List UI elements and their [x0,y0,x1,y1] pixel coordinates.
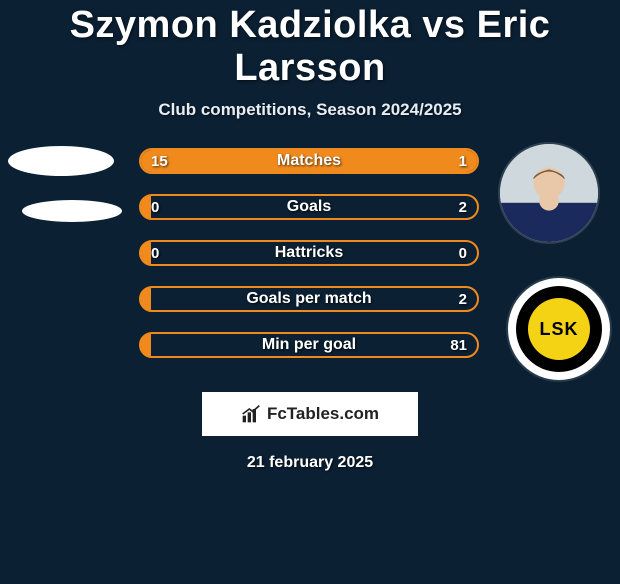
stat-bar: 0 Hattricks 0 [139,240,479,266]
brand-box: FcTables.com [202,392,418,436]
club-badge-ring: LSK [516,286,602,372]
stat-bar-fill [141,334,151,356]
stat-bar-fill [141,288,151,310]
page-title: Szymon Kadziolka vs Eric Larsson [0,4,620,90]
stat-bar-fill [141,196,151,218]
generated-date: 21 february 2025 [0,454,620,472]
club-badge-core: LSK [528,298,590,360]
stat-label: Min per goal [262,336,356,354]
avatar-illustration [500,144,598,242]
stat-bar-list: 15 Matches 1 0 Goals 2 0 Hattricks 0 Goals per ma… [139,148,479,378]
chart-icon [241,404,261,424]
right-player-avatar [500,144,598,242]
comparison-stage: LSK 15 Matches 1 0 Goals 2 0 Hattricks 0 Goals pe… [0,138,620,398]
stat-right-value: 81 [450,337,467,354]
stat-bar: 0 Goals 2 [139,194,479,220]
stat-label: Hattricks [275,244,343,262]
brand-text: FcTables.com [267,404,379,424]
stat-label: Goals per match [246,290,371,308]
stat-right-value: 1 [459,153,467,170]
stat-left-value: 0 [151,199,159,216]
left-player-placeholder [8,146,114,176]
stat-left-value: 0 [151,245,159,262]
stat-bar: Goals per match 2 [139,286,479,312]
stat-bar: Min per goal 81 [139,332,479,358]
stat-right-value: 0 [459,245,467,262]
stat-bar-fill [141,242,151,264]
left-club-placeholder [22,200,122,222]
stat-right-value: 2 [459,199,467,216]
stat-bar: 15 Matches 1 [139,148,479,174]
stat-left-value: 15 [151,153,168,170]
stat-label: Goals [287,198,331,216]
right-club-badge: LSK [508,278,610,380]
page-subtitle: Club competitions, Season 2024/2025 [0,100,620,120]
stat-right-value: 2 [459,291,467,308]
stat-label: Matches [277,152,341,170]
